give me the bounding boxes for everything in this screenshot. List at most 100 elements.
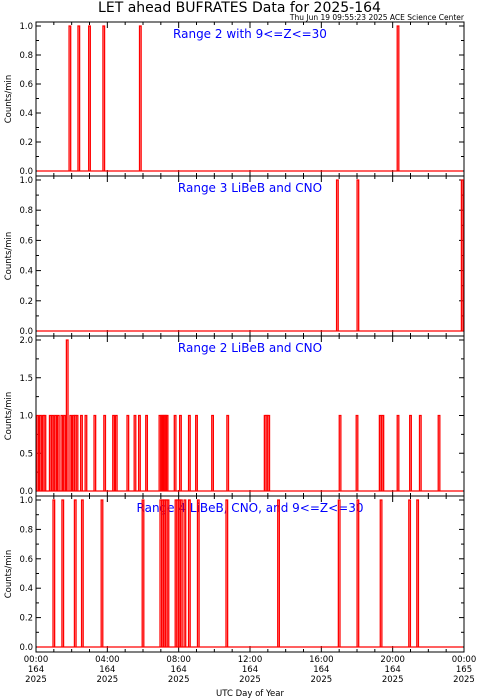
data-spike — [335, 179, 339, 331]
x-tick-label: 20:00 — [380, 655, 405, 665]
data-spike — [48, 414, 52, 491]
y-tick-label: 0.8 — [19, 206, 33, 216]
data-spike — [165, 414, 169, 491]
x-tick-label: 2025 — [453, 675, 475, 685]
chart-panel: 0.0 0.2 0.4 0.6 0.8 1.0 Counts/min Range 2 with… — [4, 21, 465, 177]
x-tick-label: 165 — [456, 665, 472, 675]
data-spike — [145, 414, 149, 491]
chart-title: LET ahead BUFRATES Data for 2025-164 — [98, 0, 381, 16]
panel-label: Range 4 LiBeB, CNO, and 9<=Z<=30 — [137, 501, 364, 515]
data-spike — [378, 414, 382, 491]
x-tick-label: 164 — [28, 665, 44, 675]
x-tick-label: 08:00 — [166, 655, 191, 665]
data-spike — [84, 414, 88, 491]
data-spike — [179, 414, 182, 491]
panel-label: Range 3 LiBeB and CNO — [178, 181, 322, 195]
data-spike — [133, 414, 137, 491]
y-tick-label: 0.0 — [19, 487, 33, 497]
data-spike — [179, 499, 183, 647]
data-spike — [396, 25, 400, 171]
data-spike — [409, 414, 412, 491]
panels-container: 0.0 0.2 0.4 0.6 0.8 1.0 Counts/min Range 2 with… — [4, 21, 465, 653]
data-spike — [196, 499, 200, 647]
data-spike — [80, 499, 84, 647]
x-tick-label: 2025 — [97, 675, 119, 685]
data-spike — [88, 25, 91, 171]
data-spike — [437, 414, 441, 491]
y-tick-label: 0.2 — [19, 297, 33, 307]
data-spike — [63, 414, 66, 491]
chart-panel: 0.0 0.5 1.0 1.5 2.0 Counts/min Range 2 LiBeB a… — [4, 335, 465, 497]
panel-label: Range 2 LiBeB and CNO — [178, 341, 322, 355]
data-spike — [338, 414, 342, 491]
data-spike — [51, 414, 55, 491]
data-spike — [112, 414, 116, 491]
y-tick-label: 1.0 — [19, 176, 33, 186]
data-spike — [80, 414, 83, 491]
x-tick-label: 2025 — [382, 675, 404, 685]
data-spike — [65, 339, 69, 491]
y-tick-label: 0.4 — [19, 584, 33, 594]
data-spike — [61, 499, 65, 647]
panel-frame — [35, 495, 465, 653]
y-axis-label: Counts/min — [4, 392, 14, 441]
data-spike — [141, 499, 145, 647]
y-tick-label: 0.8 — [19, 525, 33, 535]
panel-frame — [35, 21, 465, 177]
data-spike — [77, 25, 81, 171]
y-tick-label: 0.2 — [19, 614, 33, 624]
data-spike — [337, 499, 341, 647]
x-tick-label: 2025 — [25, 675, 47, 685]
data-spike — [381, 414, 385, 491]
y-axis-label: Counts/min — [4, 75, 14, 124]
y-tick-label: 0.5 — [19, 449, 33, 459]
x-tick-label: 164 — [242, 665, 258, 675]
y-tick-label: 0.8 — [19, 51, 33, 61]
data-spike — [396, 414, 400, 491]
data-spike — [355, 414, 359, 491]
data-spike — [73, 499, 77, 647]
chart-panel: 0.0 0.2 0.4 0.6 0.8 1.0 Counts/min Range 3 LiBe… — [4, 175, 465, 337]
x-tick-label: 164 — [99, 665, 115, 675]
y-tick-label: 0.6 — [19, 555, 33, 565]
data-spike — [54, 414, 58, 491]
y-tick-label: 1.0 — [19, 22, 33, 32]
data-spike — [226, 414, 230, 491]
data-spike — [356, 179, 360, 331]
y-tick-label: 0.4 — [19, 109, 33, 119]
x-axis-label: UTC Day of Year — [216, 689, 284, 699]
y-tick-label: 1.0 — [19, 412, 33, 422]
data-spike — [39, 414, 42, 491]
x-tick-label: 164 — [313, 665, 329, 675]
data-spike — [68, 25, 72, 171]
x-tick-label: 164 — [171, 665, 187, 675]
y-axis-label: Counts/min — [4, 550, 14, 599]
y-tick-label: 0.6 — [19, 80, 33, 90]
data-spike — [36, 414, 40, 491]
chart-panel: 0.0 0.2 0.4 0.6 0.8 1.0 Counts/min Range 4 LiBe… — [4, 495, 465, 653]
data-spike — [114, 414, 118, 491]
data-spike — [183, 499, 187, 647]
y-tick-label: 0.0 — [19, 167, 33, 177]
x-tick-label: 00:00 — [452, 655, 477, 665]
data-spike — [75, 414, 79, 491]
data-spike — [173, 414, 177, 491]
data-spike — [416, 499, 420, 647]
x-tick-label: 2025 — [239, 675, 261, 685]
data-spike — [267, 414, 271, 491]
x-axis: 00:00164202504:00164202508:00164202512:0… — [24, 655, 477, 685]
y-axis-label: Counts/min — [4, 232, 14, 281]
y-tick-label: 1.0 — [19, 496, 33, 506]
data-spike — [126, 414, 130, 491]
x-tick-label: 12:00 — [238, 655, 263, 665]
x-tick-label: 164 — [385, 665, 401, 675]
y-tick-label: 0.0 — [19, 327, 33, 337]
data-spike — [187, 499, 191, 647]
x-tick-label: 2025 — [311, 675, 333, 685]
data-spike — [379, 499, 383, 647]
data-spike — [60, 414, 64, 491]
y-tick-label: 1.5 — [19, 374, 33, 384]
panel-frame — [35, 335, 465, 497]
y-tick-label: 0.4 — [19, 267, 33, 277]
data-spike — [195, 414, 198, 491]
